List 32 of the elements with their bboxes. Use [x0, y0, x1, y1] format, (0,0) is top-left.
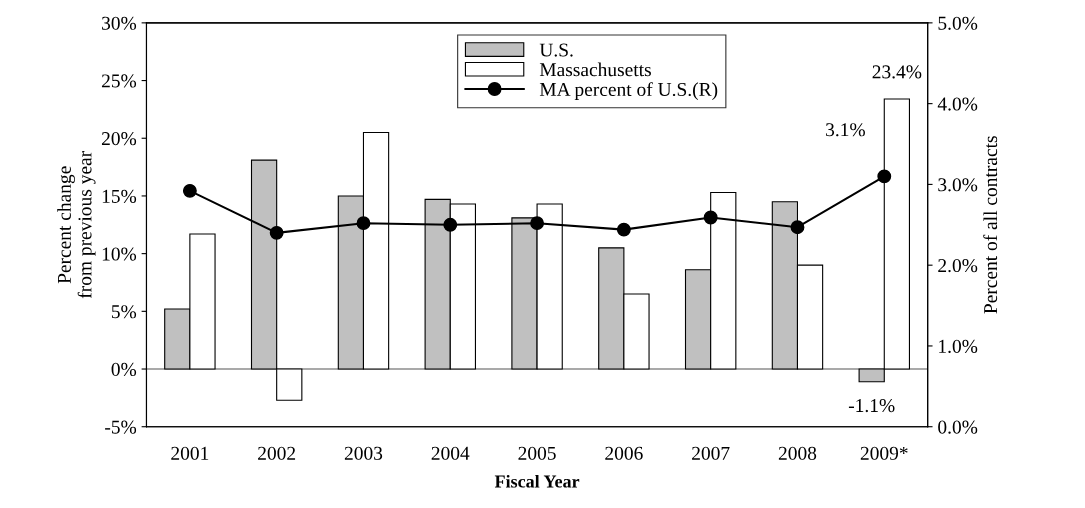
y2-tick-label: 3.0% — [938, 178, 978, 192]
x-tick-label: 2001 — [171, 446, 209, 460]
y2-tick-label: 2.0% — [938, 258, 978, 273]
y-tick-label: 20% — [101, 132, 137, 146]
y-tick-label: 5% — [111, 305, 137, 319]
y-tick-label: 15% — [102, 189, 137, 203]
x-tick-label: 2003 — [344, 446, 383, 460]
x-tick-label: 2002 — [258, 446, 296, 460]
x-tick-label: 2005 — [518, 446, 556, 460]
y2-tick-label: 1.0% — [939, 339, 978, 353]
y2-tick-label: 5.0% — [938, 16, 978, 30]
y-tick-label: 25% — [101, 74, 137, 88]
data-label: -1.1% — [848, 398, 895, 413]
x-tick-label: 2009* — [860, 446, 908, 460]
y-tick-label: -5% — [105, 420, 137, 434]
y2-axis-title: Percent of all contracts — [983, 136, 998, 314]
x-axis-title: Fiscal Year — [494, 474, 580, 488]
y2-tick-label: 0.0% — [938, 420, 978, 434]
x-tick-label: 2004 — [431, 446, 470, 460]
y-axis-title: Percent change from previous year — [57, 150, 96, 299]
x-tick-label: 2007 — [692, 446, 730, 460]
y2-tick-label: 4.0% — [937, 97, 978, 111]
legend-label: Massachusetts — [539, 62, 651, 77]
x-tick-label: 2008 — [778, 446, 817, 460]
legend-label: MA percent of U.S.(R) — [539, 82, 718, 100]
legend-label: U.S. — [539, 43, 573, 57]
data-label: 3.1% — [826, 123, 865, 137]
y-tick-label: 30% — [102, 16, 137, 30]
data-label: 23.4% — [872, 65, 922, 79]
x-tick-label: 2006 — [605, 446, 643, 460]
y-tick-label: 0% — [111, 362, 137, 377]
y-tick-label: 10% — [102, 247, 137, 261]
